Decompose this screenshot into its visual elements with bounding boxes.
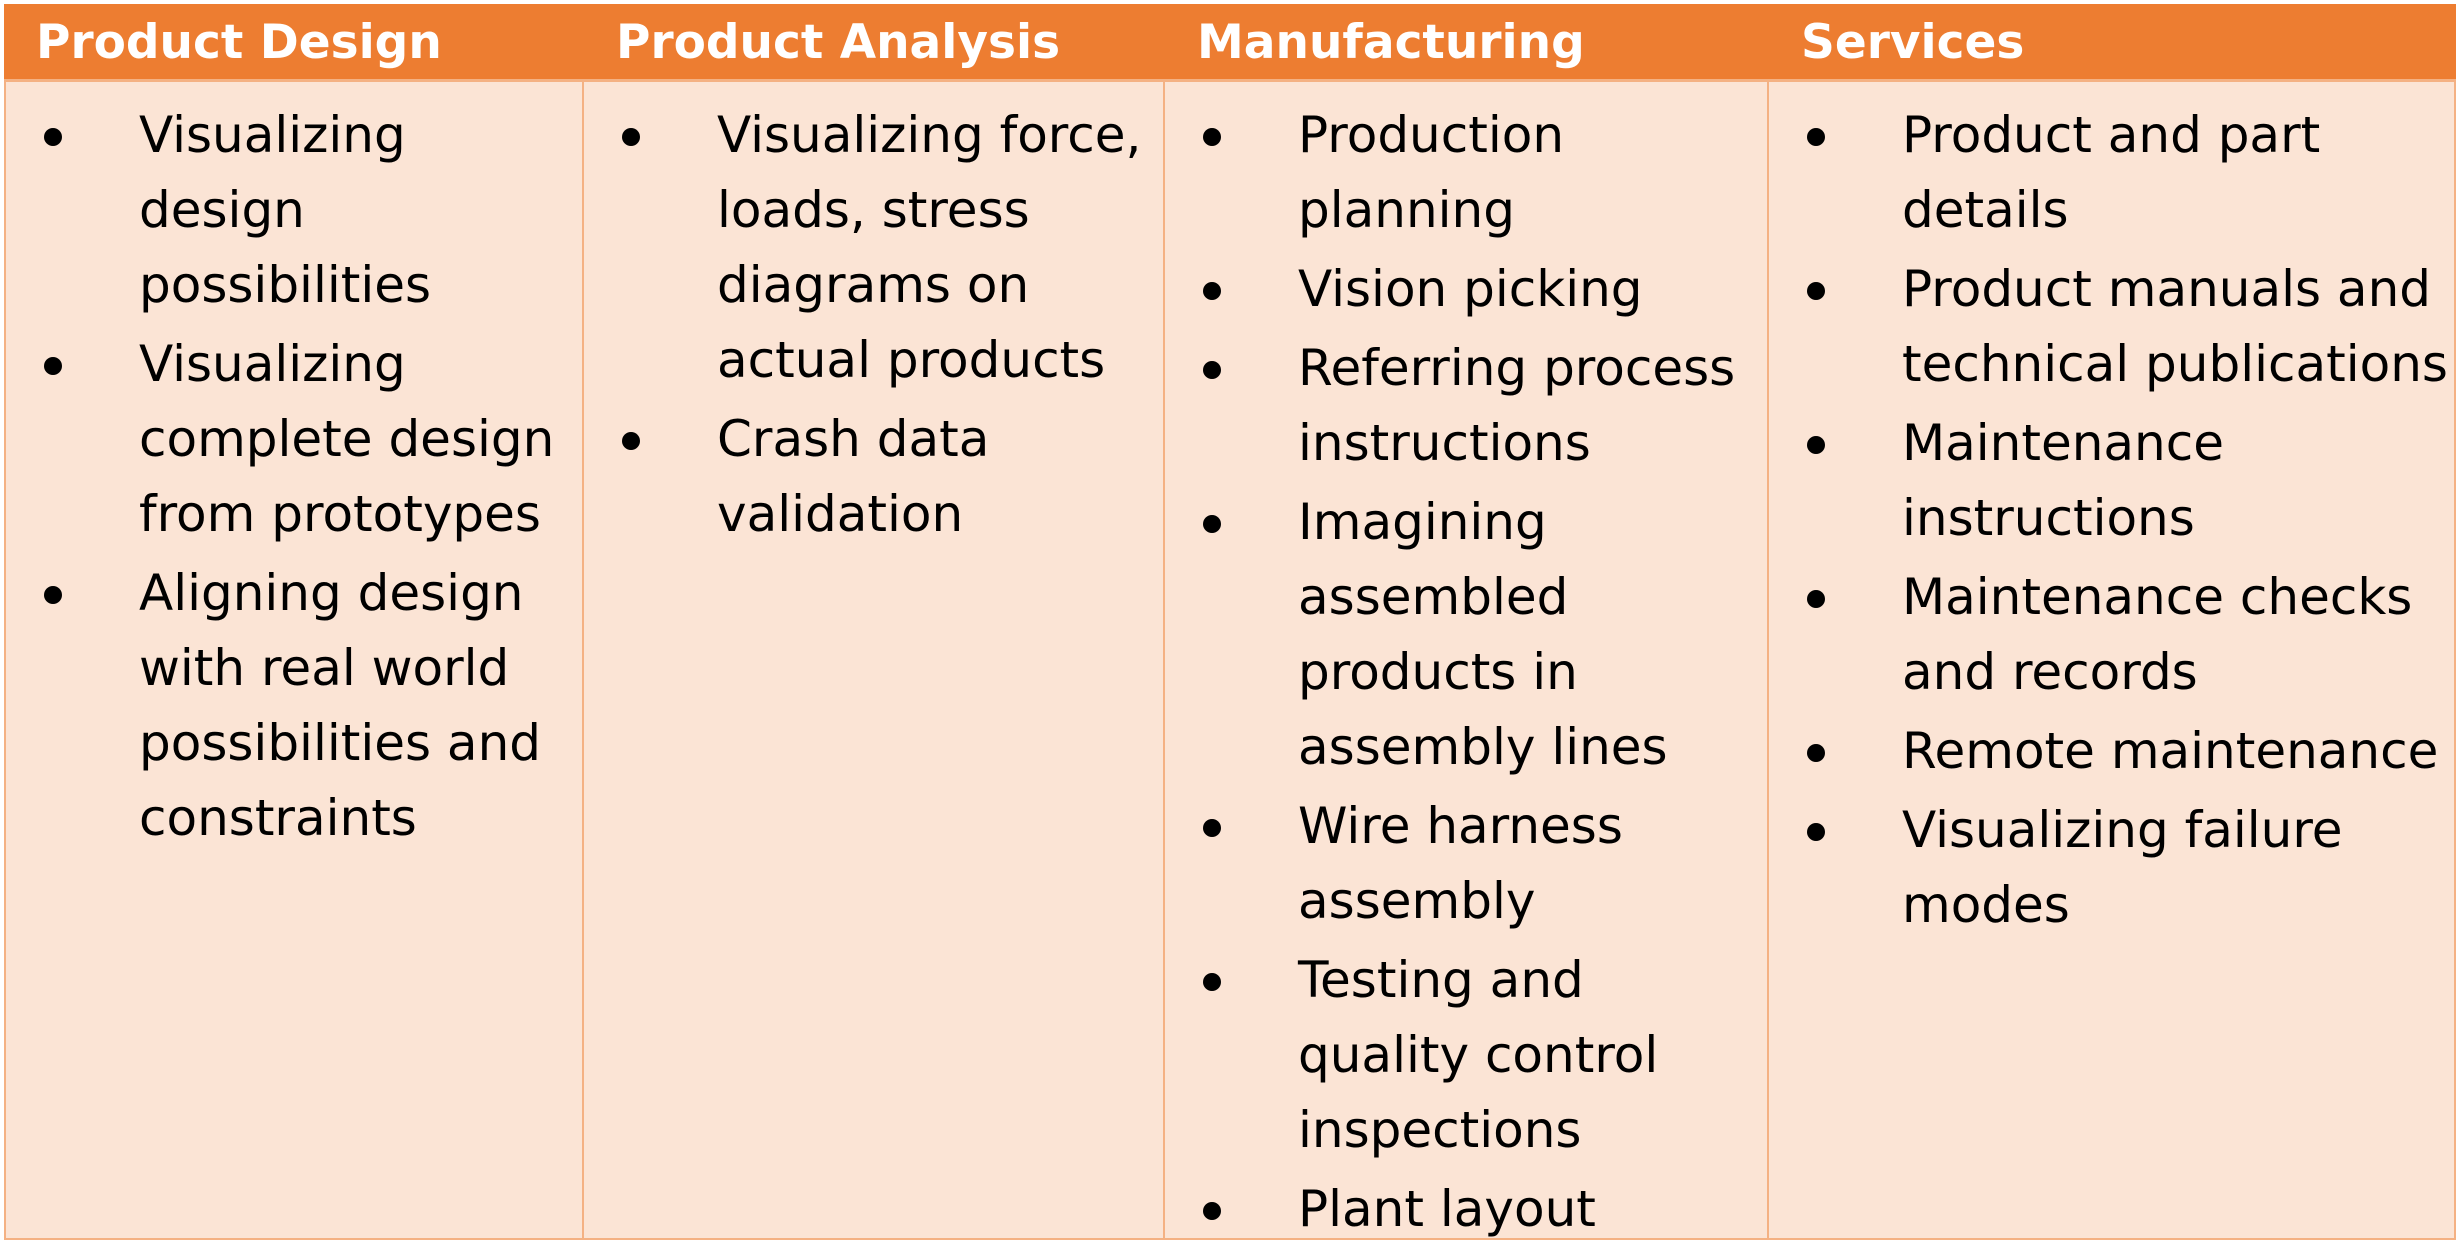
bullet-icon bbox=[1807, 744, 1825, 762]
list-item-text: Product manuals and technical publicatio… bbox=[1902, 260, 2448, 393]
list-item: Imagining assembled products in assembly… bbox=[1165, 485, 1767, 785]
list-item: Product and part details bbox=[1769, 98, 2454, 248]
list-item-text: Visualizing complete design from prototy… bbox=[139, 335, 555, 543]
bullet-icon bbox=[1203, 515, 1221, 533]
bullet-icon bbox=[1203, 1202, 1221, 1220]
product-design-list: Visualizing design possibilities Visuali… bbox=[6, 98, 582, 856]
column-services: Product and part details Product manuals… bbox=[1769, 82, 2456, 1240]
bullet-icon bbox=[44, 128, 62, 146]
services-list: Product and part details Product manuals… bbox=[1769, 98, 2454, 943]
manufacturing-list: Production planning Vision picking Refer… bbox=[1165, 98, 1767, 1247]
list-item-text: Maintenance checks and records bbox=[1902, 568, 2413, 701]
list-item-text: Maintenance instructions bbox=[1902, 414, 2224, 547]
list-item-text: Product and part details bbox=[1902, 106, 2321, 239]
list-item: Aligning design with real world possibil… bbox=[6, 556, 582, 856]
list-item-text: Imagining assembled products in assembly… bbox=[1298, 493, 1668, 776]
list-item: Testing and quality control inspections bbox=[1165, 943, 1767, 1168]
list-item: Wire harness assembly bbox=[1165, 789, 1767, 939]
list-item-text: Wire harness assembly bbox=[1298, 797, 1623, 930]
bullet-icon bbox=[622, 128, 640, 146]
list-item: Maintenance checks and records bbox=[1769, 560, 2454, 710]
list-item: Referring process instructions bbox=[1165, 331, 1767, 481]
column-manufacturing: Production planning Vision picking Refer… bbox=[1165, 82, 1769, 1240]
bullet-icon bbox=[1807, 823, 1825, 841]
bullet-icon bbox=[1807, 590, 1825, 608]
list-item: Remote maintenance bbox=[1769, 714, 2454, 789]
list-item-text: Visualizing failure modes bbox=[1902, 801, 2343, 934]
list-item: Plant layout bbox=[1165, 1172, 1767, 1247]
header-services: Services bbox=[1769, 4, 2456, 82]
list-item: Visualizing failure modes bbox=[1769, 793, 2454, 943]
bullet-icon bbox=[1807, 128, 1825, 146]
bullet-icon bbox=[1203, 819, 1221, 837]
list-item: Maintenance instructions bbox=[1769, 406, 2454, 556]
list-item-text: Visualizing force, loads, stress diagram… bbox=[717, 106, 1142, 389]
list-item: Visualizing force, loads, stress diagram… bbox=[584, 98, 1163, 398]
header-product-design: Product Design bbox=[4, 4, 584, 82]
bullet-icon bbox=[1203, 282, 1221, 300]
header-product-analysis: Product Analysis bbox=[584, 4, 1165, 82]
bullet-icon bbox=[1807, 436, 1825, 454]
list-item: Production planning bbox=[1165, 98, 1767, 248]
list-item: Vision picking bbox=[1165, 252, 1767, 327]
list-item: Crash data validation bbox=[584, 402, 1163, 552]
column-product-analysis: Visualizing force, loads, stress diagram… bbox=[584, 82, 1165, 1240]
bullet-icon bbox=[1807, 282, 1825, 300]
list-item: Visualizing design possibilities bbox=[6, 98, 582, 323]
bullet-icon bbox=[1203, 361, 1221, 379]
list-item-text: Vision picking bbox=[1298, 260, 1643, 318]
list-item-text: Plant layout bbox=[1298, 1180, 1596, 1238]
bullet-icon bbox=[1203, 973, 1221, 991]
bullet-icon bbox=[44, 586, 62, 604]
product-analysis-list: Visualizing force, loads, stress diagram… bbox=[584, 98, 1163, 552]
list-item-text: Referring process instructions bbox=[1298, 339, 1736, 472]
bullet-icon bbox=[44, 357, 62, 375]
bullet-icon bbox=[1203, 128, 1221, 146]
applications-table: Product Design Product Analysis Manufact… bbox=[4, 4, 2456, 1240]
list-item: Visualizing complete design from prototy… bbox=[6, 327, 582, 552]
list-item-text: Visualizing design possibilities bbox=[139, 106, 432, 314]
list-item: Product manuals and technical publicatio… bbox=[1769, 252, 2454, 402]
bullet-icon bbox=[622, 432, 640, 450]
header-manufacturing: Manufacturing bbox=[1165, 4, 1769, 82]
list-item-text: Aligning design with real world possibil… bbox=[139, 564, 542, 847]
list-item-text: Remote maintenance bbox=[1902, 722, 2439, 780]
list-item-text: Crash data validation bbox=[717, 410, 990, 543]
list-item-text: Production planning bbox=[1298, 106, 1565, 239]
column-product-design: Visualizing design possibilities Visuali… bbox=[4, 82, 584, 1240]
list-item-text: Testing and quality control inspections bbox=[1298, 951, 1659, 1159]
